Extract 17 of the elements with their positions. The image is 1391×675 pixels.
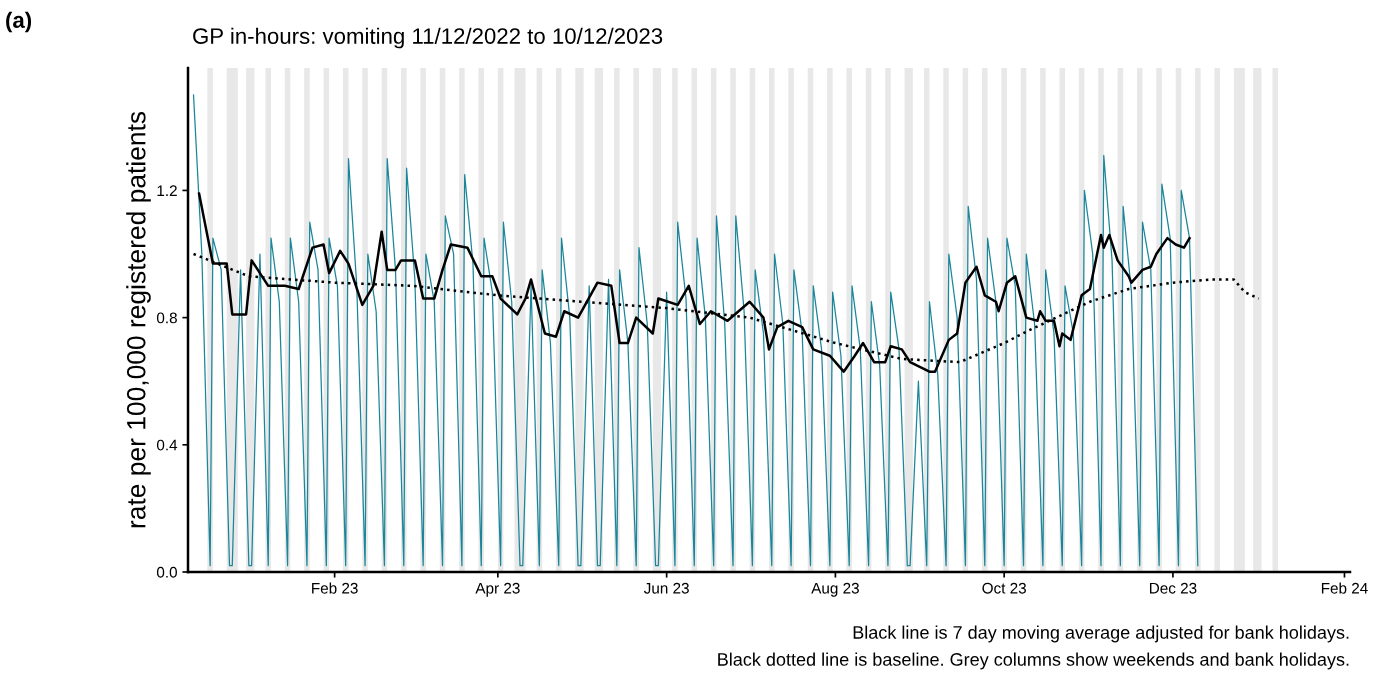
text: (a): [6, 11, 32, 33]
y-axis-title: rate per 100,000 registered patients: [126, 111, 151, 528]
y-tick-label: 0.0: [156, 566, 177, 578]
line-series: [192, 94, 1199, 567]
x-tick-label: Feb 24: [1321, 582, 1368, 594]
chart-title: GP in-hours: vomiting 11/12/2022 to 10/12/2023: [193, 27, 663, 49]
text: Black dotted line is baseline. Grey columns show weekends and bank holidays.: [718, 652, 1349, 670]
x-tick-label: Aug 23: [811, 582, 859, 597]
text: Black line is 7 day moving average adjusted for bank holidays.: [853, 625, 1349, 643]
y-tick-label: 1.2: [157, 185, 177, 196]
x-tick-label: Oct 23: [982, 582, 1026, 594]
x-tick-label: Dec 23: [1149, 582, 1197, 594]
y-tick-label: 0.8: [156, 312, 177, 324]
x-tick-label: Apr 23: [475, 582, 520, 597]
x-tick-label: Feb 23: [312, 582, 358, 594]
x-tick-label: Jun 23: [643, 582, 689, 594]
y-tick-label: 0.4: [156, 439, 178, 451]
